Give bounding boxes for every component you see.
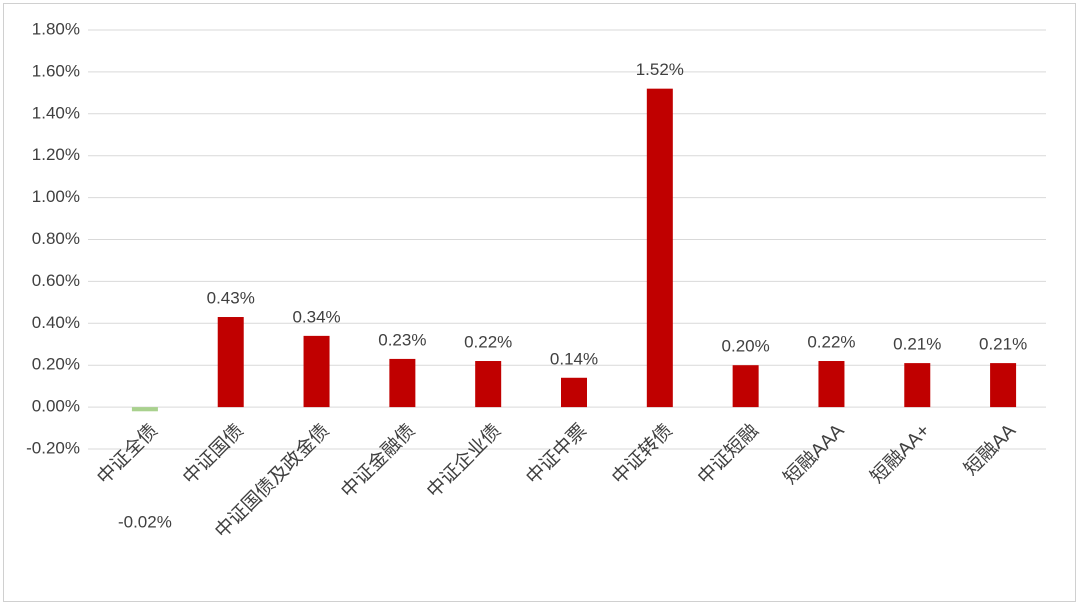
value-label: 0.22% <box>464 332 512 351</box>
bar <box>818 361 845 408</box>
bar <box>732 365 759 408</box>
value-label: 0.20% <box>722 337 770 356</box>
y-tick-label: 1.60% <box>32 61 80 80</box>
bar <box>475 361 502 408</box>
value-label: 0.23% <box>378 330 426 349</box>
value-label: 0.14% <box>550 349 598 368</box>
y-tick-label: 0.40% <box>32 313 80 332</box>
value-label: -0.02% <box>118 512 172 531</box>
value-label: 0.34% <box>292 307 340 326</box>
value-label: 0.21% <box>979 335 1027 354</box>
y-tick-label: -0.20% <box>26 438 80 457</box>
y-tick-label: 1.00% <box>32 187 80 206</box>
bar <box>131 407 158 412</box>
bar <box>904 363 931 408</box>
y-tick-label: 0.20% <box>32 355 80 374</box>
bar <box>646 88 673 408</box>
y-tick-label: 1.20% <box>32 145 80 164</box>
bar <box>217 317 244 408</box>
y-tick-label: 1.80% <box>32 19 80 38</box>
value-label: 0.22% <box>807 332 855 351</box>
bar <box>990 363 1017 408</box>
bar <box>561 377 587 408</box>
y-tick-label: 1.40% <box>32 103 80 122</box>
y-tick-label: 0.60% <box>32 271 80 290</box>
chart-border <box>3 3 1076 602</box>
y-tick-label: 0.00% <box>32 397 80 416</box>
bar <box>303 335 330 408</box>
y-tick-label: 0.80% <box>32 229 80 248</box>
value-label: 0.21% <box>893 335 941 354</box>
value-label: 0.43% <box>207 288 255 307</box>
value-label: 1.52% <box>636 60 684 79</box>
bar <box>389 358 416 408</box>
